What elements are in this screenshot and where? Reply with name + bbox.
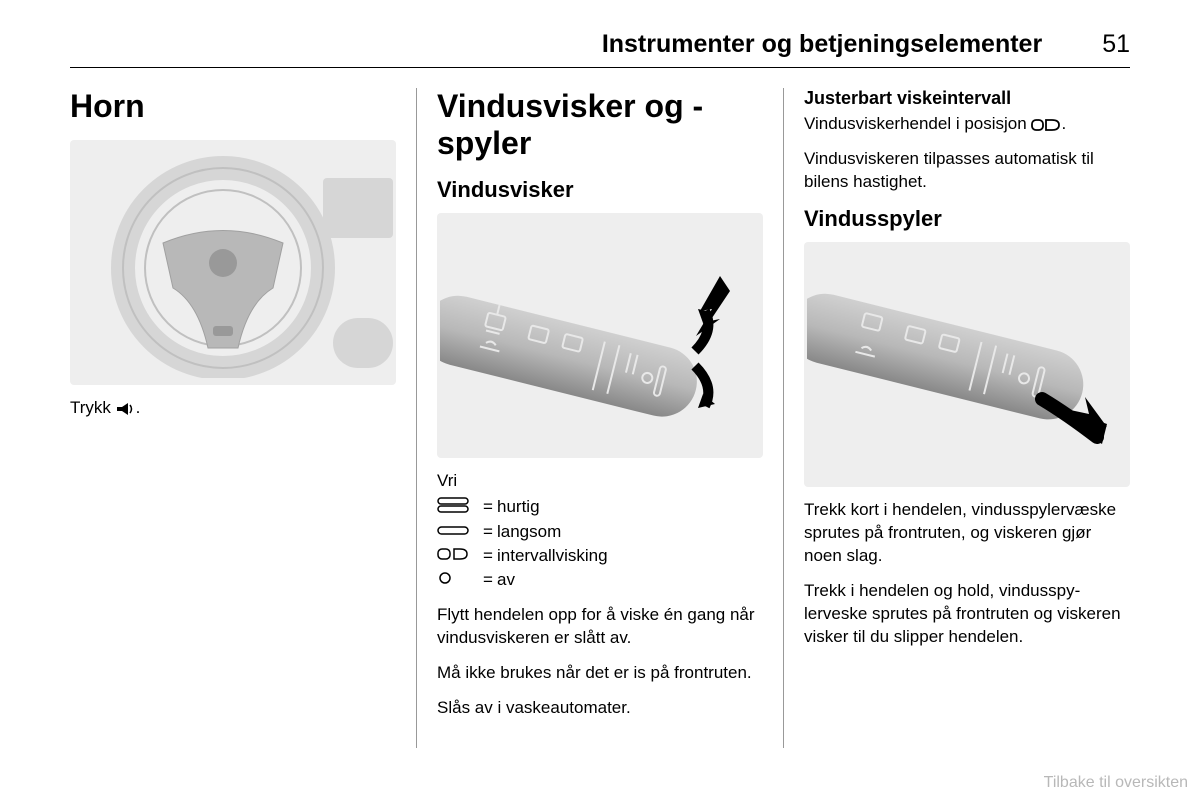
- wiper-p3: Slås av i vaskeautomater.: [437, 697, 763, 720]
- header-title: Instrumenter og betjeningselementer: [602, 30, 1042, 59]
- horn-heading: Horn: [70, 88, 396, 125]
- legend-text-slow: langsom: [497, 522, 763, 542]
- interval-p1-suffix: .: [1061, 114, 1066, 133]
- column-washer: Justerbart viskeintervall Vindusviskerhe…: [784, 88, 1130, 748]
- wiper-subheading: Vindusvisker: [437, 177, 763, 203]
- horn-caption-suffix: .: [136, 398, 141, 417]
- washer-illustration: [804, 242, 1130, 487]
- washer-stalk-svg: [807, 249, 1127, 479]
- wiper-legend: = hurtig = langsom = intervallvisking = …: [437, 497, 763, 590]
- horn-caption-prefix: Trykk: [70, 398, 116, 417]
- column-horn: Horn Trykk .: [70, 88, 416, 748]
- washer-p3: Trekk kort i hendelen, vindusspyler­væsk…: [804, 499, 1130, 568]
- page-number: 51: [1102, 30, 1130, 59]
- horn-icon: [116, 402, 136, 416]
- legend-sym-off: [437, 570, 479, 590]
- wiper-stalk-svg: [440, 221, 760, 451]
- legend-sym-interval: [437, 546, 479, 566]
- wiper-heading: Vindusvisker og -spyler: [437, 88, 763, 162]
- horn-caption: Trykk .: [70, 397, 396, 420]
- legend-sym-slow: [437, 522, 479, 542]
- interval-heading: Justerbart viskeintervall: [804, 88, 1130, 109]
- interval-icon: [1031, 118, 1061, 132]
- legend-eq: =: [479, 522, 497, 542]
- washer-heading: Vindusspyler: [804, 206, 1130, 232]
- legend-text-off: av: [497, 570, 763, 590]
- steering-wheel-svg: [73, 148, 393, 378]
- manual-page: Instrumenter og betjeningselementer 51 H…: [0, 0, 1200, 748]
- legend-eq: =: [479, 570, 497, 590]
- interval-p1-prefix: Vindusviskerhendel i posisjon: [804, 114, 1031, 133]
- washer-p4: Trekk i hendelen og hold, vindusspy­lerv…: [804, 580, 1130, 649]
- legend-eq: =: [479, 497, 497, 518]
- legend-eq: =: [479, 546, 497, 566]
- page-header: Instrumenter og betjeningselementer 51: [70, 30, 1130, 68]
- wiper-p2: Må ikke brukes når det er is på front­ru…: [437, 662, 763, 685]
- horn-illustration: [70, 140, 396, 385]
- legend-text-interval: intervallvisking: [497, 546, 763, 566]
- legend-text-fast: hurtig: [497, 497, 763, 518]
- wiper-p1: Flytt hendelen opp for å viske én gang n…: [437, 604, 763, 650]
- legend-sym-fast: [437, 497, 479, 518]
- column-wiper: Vindusvisker og -spyler Vindusvisker: [417, 88, 783, 748]
- interval-p1: Vindusviskerhendel i posisjon .: [804, 113, 1130, 136]
- wiper-illustration: [437, 213, 763, 458]
- content-columns: Horn Trykk .: [70, 88, 1130, 748]
- legend-label: Vri: [437, 470, 763, 493]
- interval-p2: Vindusviskeren tilpasses automatisk til …: [804, 148, 1130, 194]
- back-to-overview-link[interactable]: Tilbake til oversikten: [1044, 774, 1188, 792]
